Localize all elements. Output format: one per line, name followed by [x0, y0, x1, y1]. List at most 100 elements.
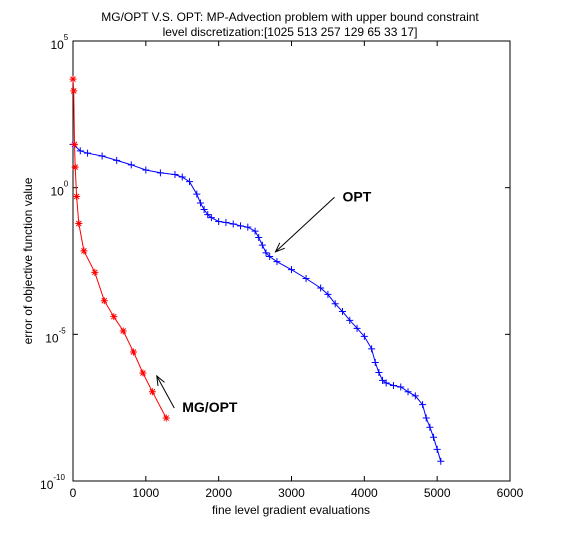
- x-axis-label: fine level gradient evaluations: [212, 503, 370, 517]
- series-opt: [69, 140, 445, 465]
- data-point: [368, 345, 376, 353]
- data-point: [353, 324, 361, 332]
- data-point: [75, 220, 83, 228]
- data-point: [411, 392, 419, 400]
- data-point: [110, 313, 118, 321]
- data-point: [433, 445, 441, 453]
- data-point: [382, 379, 390, 387]
- data-point: [113, 156, 121, 164]
- data-point: [207, 214, 215, 222]
- data-point: [331, 300, 339, 308]
- data-point: [204, 211, 212, 219]
- data-point: [273, 258, 281, 266]
- y-tick-label: 10-5: [45, 326, 66, 345]
- data-point: [148, 388, 156, 396]
- y-tick-base: 10: [40, 478, 54, 492]
- data-point: [251, 227, 259, 235]
- data-point: [156, 169, 164, 177]
- data-point: [193, 190, 201, 198]
- y-tick-base: 10: [50, 38, 64, 52]
- data-point: [139, 369, 147, 377]
- data-point: [419, 401, 427, 409]
- data-point: [288, 266, 295, 274]
- data-point: [404, 388, 412, 396]
- annotation: OPT: [274, 188, 372, 253]
- data-point: [71, 163, 79, 171]
- data-point: [317, 284, 325, 292]
- data-point: [426, 423, 434, 431]
- x-tick-label: 2000: [205, 486, 232, 500]
- x-tick-label: 3000: [278, 486, 305, 500]
- data-point: [266, 253, 274, 261]
- data-point: [162, 414, 170, 422]
- data-point: [98, 152, 106, 160]
- chart-title: MG/OPT V.S. OPT: MP-Advection problem wi…: [101, 10, 479, 24]
- axes-box: [72, 40, 511, 482]
- data-point: [338, 308, 346, 316]
- x-tick-label: 6000: [497, 486, 524, 500]
- annotations: OPT MG/OPT: [156, 188, 372, 415]
- y-tick-exponent: 0: [64, 180, 69, 189]
- y-tick-exponent: 5: [64, 33, 69, 42]
- annotation-label: MG/OPT: [182, 399, 238, 415]
- data-point: [200, 206, 208, 214]
- data-point: [262, 249, 270, 257]
- annotation-arrowhead: [274, 242, 285, 253]
- data-point: [346, 316, 354, 324]
- data-point: [375, 368, 383, 376]
- x-tick-label: 1000: [132, 486, 159, 500]
- annotation: MG/OPT: [156, 374, 238, 415]
- data-point: [70, 87, 78, 95]
- data-point: [142, 166, 150, 174]
- data-point: [379, 376, 387, 384]
- data-point: [222, 218, 230, 226]
- data-point: [69, 75, 77, 83]
- y-tick-exponent: -5: [59, 326, 67, 335]
- x-tick-label: 0: [70, 486, 77, 500]
- data-point: [73, 192, 81, 200]
- data-point: [100, 297, 108, 305]
- series-mg-opt: [69, 75, 170, 422]
- data-point: [229, 220, 237, 228]
- data-point: [76, 147, 84, 155]
- data-point: [324, 290, 332, 298]
- plot-area: 0 1000 2000 3000 4000 5000 6000 10-1010-510010…: [40, 33, 524, 500]
- data-point: [389, 382, 397, 390]
- data-point: [129, 348, 137, 356]
- y-tick-base: 10: [50, 185, 64, 199]
- x-tick-label: 5000: [424, 486, 451, 500]
- data-point: [119, 327, 127, 335]
- y-tick-base: 10: [45, 331, 59, 345]
- annotation-arrow: [275, 196, 335, 253]
- data-point: [255, 234, 263, 242]
- data-point: [80, 247, 88, 255]
- annotation-arrow: [156, 375, 175, 409]
- data-point: [70, 140, 78, 148]
- x-axis: 0 1000 2000 3000 4000 5000 6000: [70, 41, 524, 500]
- data-point: [171, 171, 179, 179]
- data-point: [422, 414, 430, 422]
- annotation-label: OPT: [342, 188, 371, 204]
- data-point: [430, 433, 438, 441]
- data-point: [186, 178, 194, 186]
- data-point: [196, 199, 204, 207]
- chart-subtitle: level discretization:[1025 513 257 129 6…: [163, 25, 418, 39]
- data-point: [302, 275, 310, 283]
- data-point: [437, 457, 445, 465]
- y-tick-label: 10-10: [40, 473, 65, 492]
- data-point: [91, 268, 99, 276]
- y-tick-label: 100: [50, 180, 68, 199]
- data-point: [258, 241, 266, 249]
- data-point: [371, 358, 379, 366]
- data-point: [244, 223, 252, 231]
- data-point: [237, 222, 245, 230]
- data-point: [127, 161, 135, 169]
- data-point: [215, 218, 223, 226]
- y-tick-exponent: -10: [53, 473, 65, 482]
- x-tick-label: 4000: [351, 486, 378, 500]
- data-point: [360, 332, 368, 340]
- y-tick-label: 105: [50, 33, 68, 52]
- series-layer: [69, 75, 445, 465]
